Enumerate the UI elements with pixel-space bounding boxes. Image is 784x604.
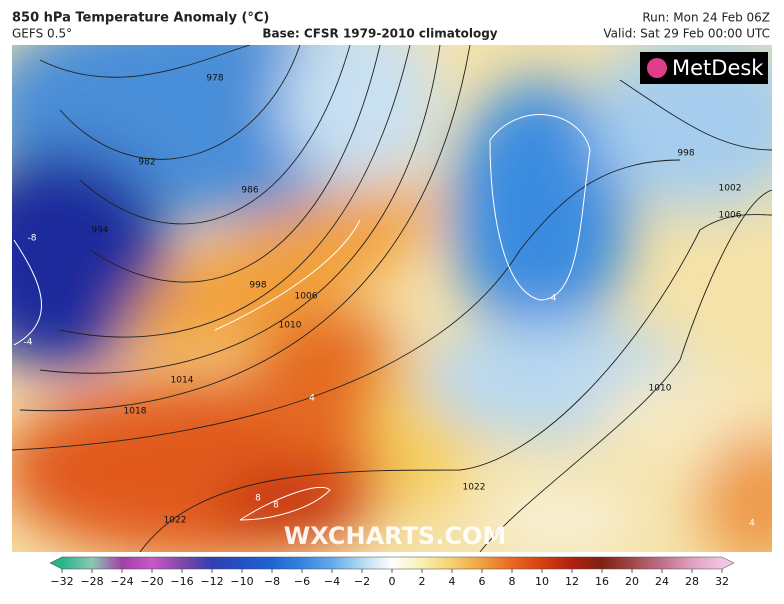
colorbar-tick-label: −32 — [50, 575, 73, 588]
anomaly-label: 4 — [309, 394, 315, 404]
colorbar-tick-label: 6 — [479, 575, 486, 588]
colorbar-tick-label: 0 — [389, 575, 396, 588]
model: GEFS 0.5° — [12, 27, 72, 41]
colorbar-tick-label: 16 — [595, 575, 609, 588]
run: Run: Mon 24 Feb 06Z — [642, 11, 770, 25]
isobar-label: 1006 — [295, 292, 318, 302]
colorbar-tick-label: 10 — [535, 575, 549, 588]
isobar-label: 1010 — [649, 384, 672, 394]
map — [12, 45, 772, 552]
isobar-label: 1010 — [279, 321, 302, 331]
colorbar-tick-label: −20 — [140, 575, 163, 588]
isobar-label: 982 — [138, 158, 155, 168]
colorbar-tick-label: −8 — [264, 575, 280, 588]
logo: MetDesk — [672, 56, 764, 80]
colorbar-tick-label: 28 — [685, 575, 699, 588]
colorbar-tick-label: −24 — [110, 575, 133, 588]
anomaly-label: 8 — [273, 501, 279, 511]
valid: Valid: Sat 29 Feb 00:00 UTC — [603, 27, 770, 41]
anomaly-label: 4 — [749, 519, 755, 529]
colorbar-tick-label: −4 — [324, 575, 340, 588]
watermark: WXCHARTS.COM — [284, 522, 506, 550]
colorbar-tick-label: −6 — [294, 575, 310, 588]
isobar-label: 1014 — [171, 376, 194, 386]
isobar-label: 998 — [249, 281, 266, 291]
colorbar-tick-label: 4 — [449, 575, 456, 588]
isobar-label: 1022 — [463, 483, 486, 493]
isobar-label: 994 — [91, 226, 108, 236]
isobar-label: 978 — [206, 74, 223, 84]
colorbar-tick-label: 2 — [419, 575, 426, 588]
anomaly-label: 8 — [255, 494, 261, 504]
colorbar-tick-label: 32 — [715, 575, 729, 588]
colorbar-tick-label: 8 — [509, 575, 516, 588]
isobar-label: 998 — [677, 149, 694, 159]
colorbar-tick-label: −10 — [230, 575, 253, 588]
colorbar — [49, 556, 735, 570]
base: Base: CFSR 1979-2010 climatology — [262, 27, 497, 41]
colorbar-tick-label: 24 — [655, 575, 669, 588]
colorbar-tick-label: −2 — [354, 575, 370, 588]
anomaly-label: -8 — [28, 234, 37, 244]
isobar-label: 1002 — [719, 184, 742, 194]
isobar-label: 986 — [241, 186, 258, 196]
colorbar-tick-label: 20 — [625, 575, 639, 588]
isobar-label: 1018 — [124, 407, 147, 417]
anomaly-label: -4 — [24, 338, 33, 348]
colorbar-tick-label: 12 — [565, 575, 579, 588]
anomaly-label: -4 — [548, 294, 557, 304]
colorbar-tick-label: −28 — [80, 575, 103, 588]
isobar-label: 1022 — [164, 516, 187, 526]
title: 850 hPa Temperature Anomaly (°C) — [12, 11, 269, 26]
logo-icon — [647, 58, 667, 78]
colorbar-tick-label: −16 — [170, 575, 193, 588]
isobar-label: 1006 — [719, 211, 742, 221]
colorbar-tick-label: −12 — [200, 575, 223, 588]
